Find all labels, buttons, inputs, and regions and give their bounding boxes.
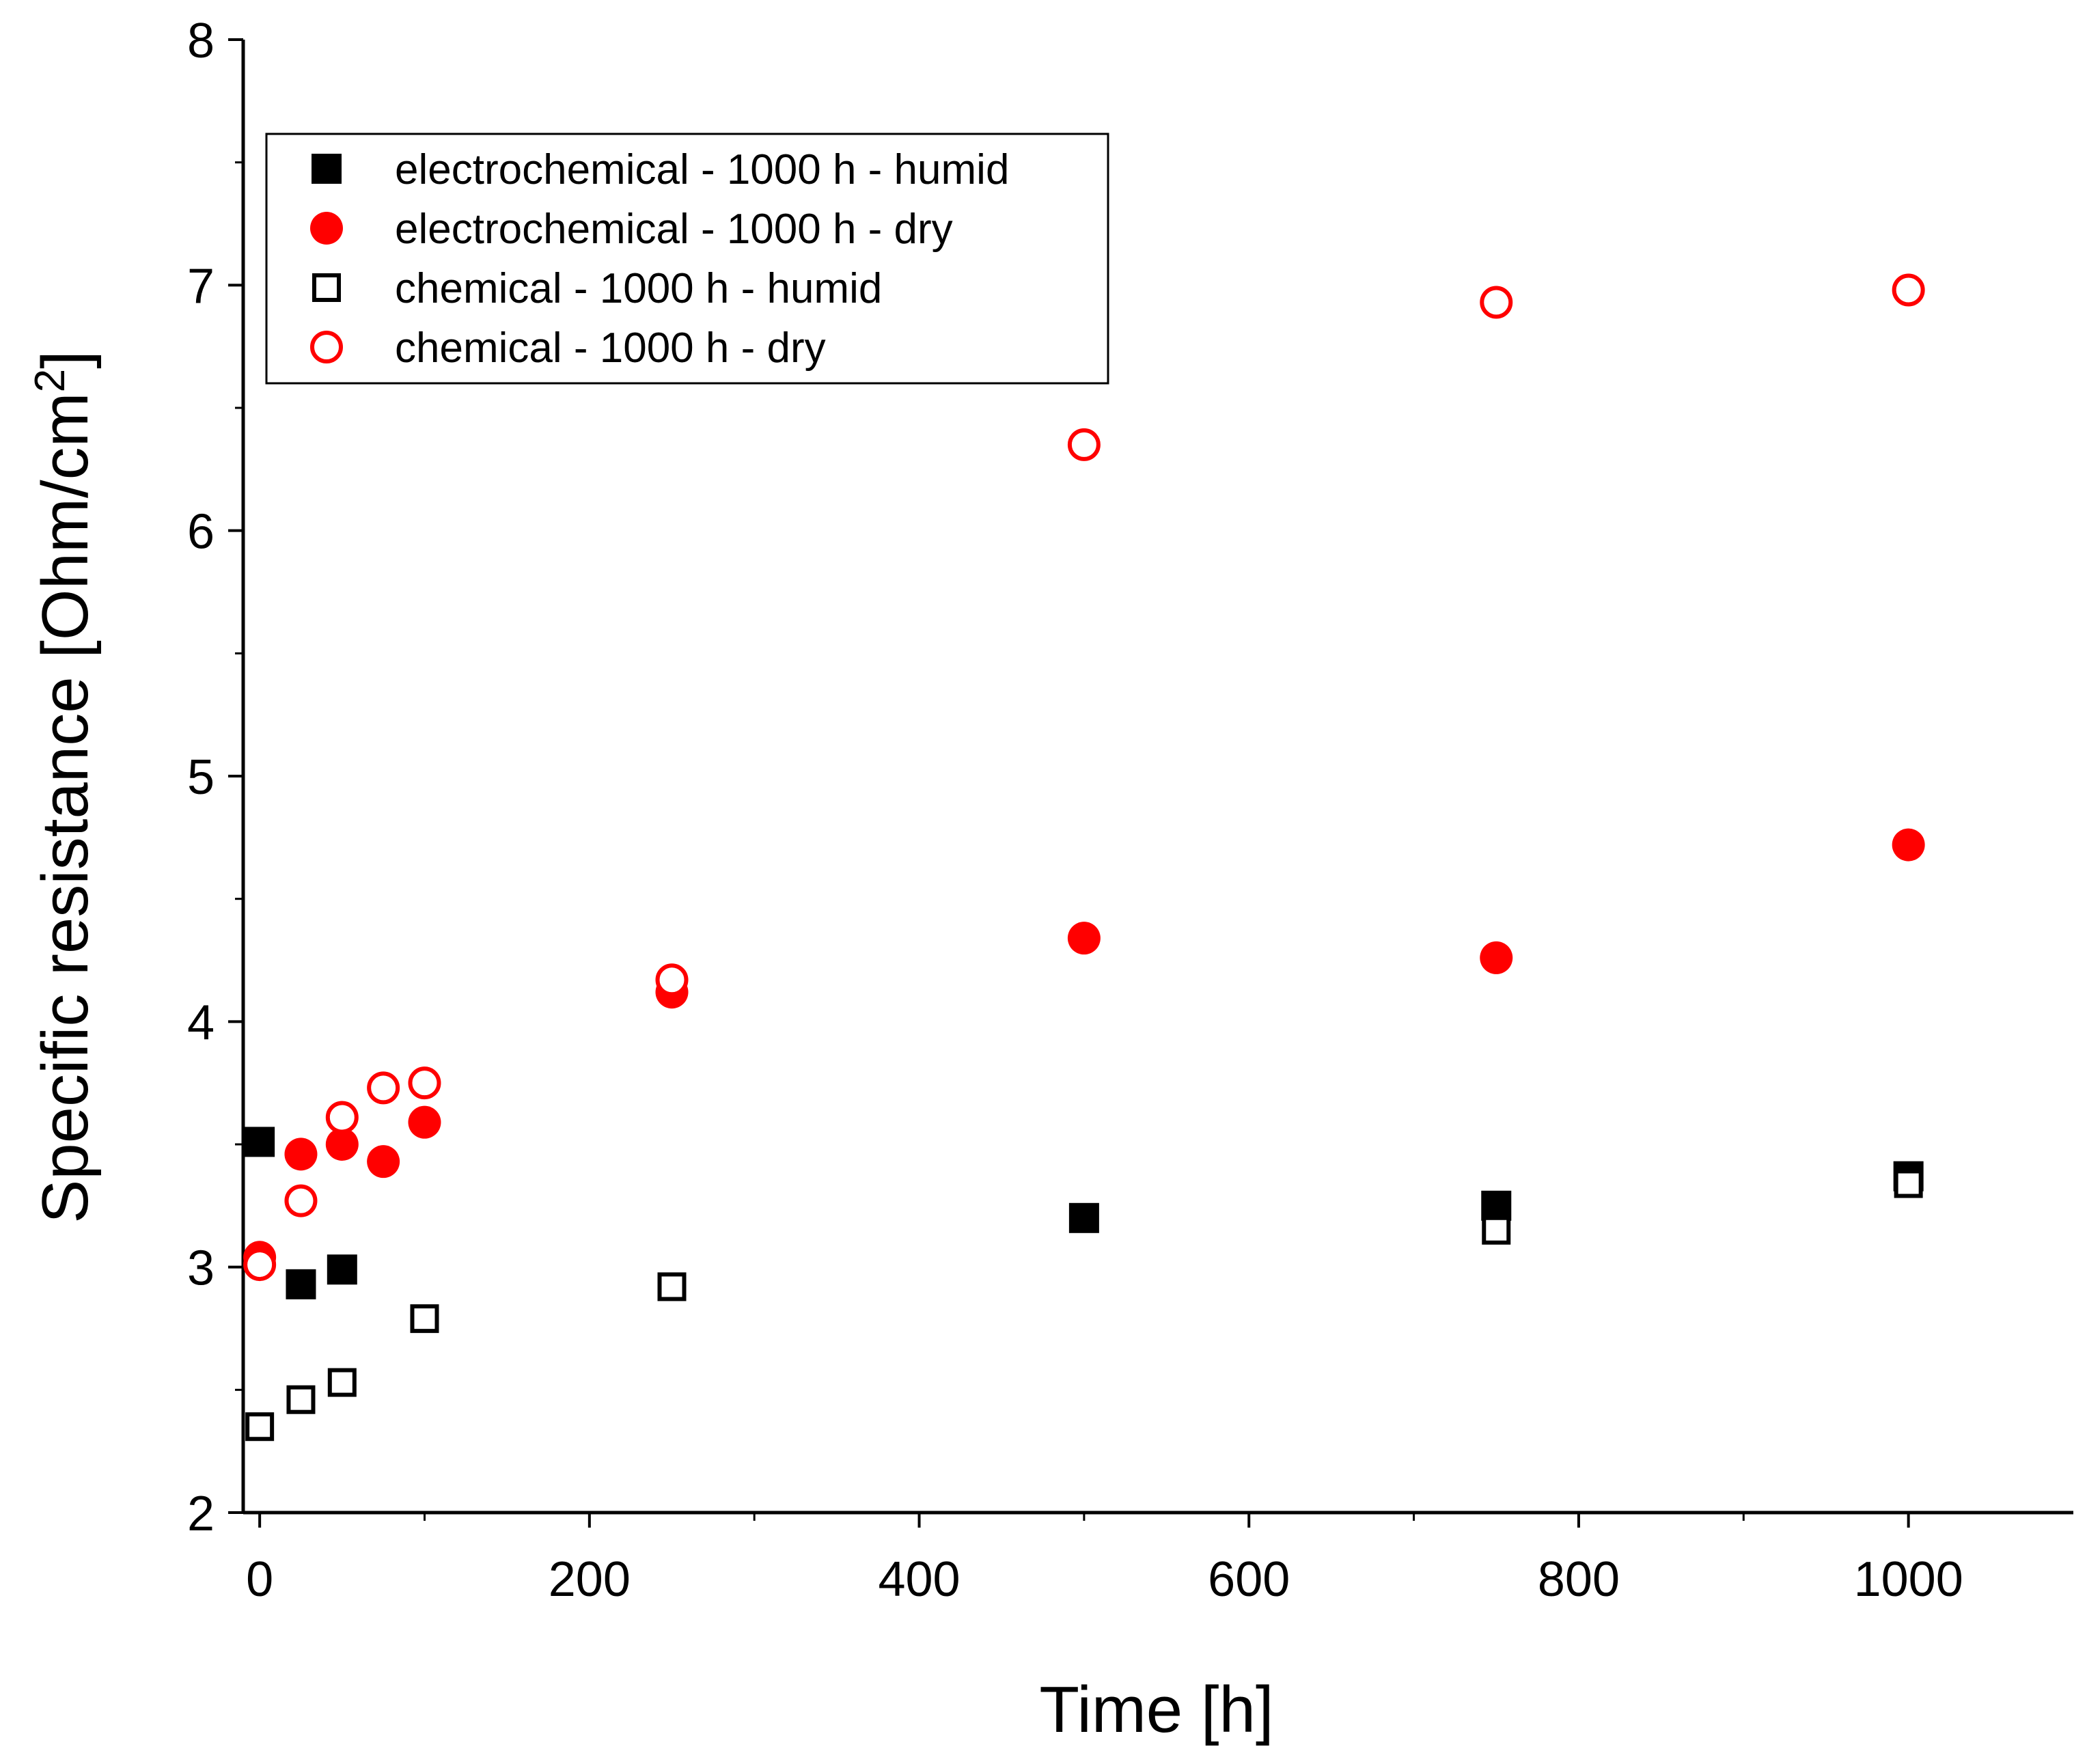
y-axis-title-main: Specific resistance [Ohm/cm	[29, 392, 102, 1223]
legend-marker	[310, 212, 343, 245]
axes: 0 200 400 600 800 1000 2 3 4 5 6 7 8	[187, 14, 2073, 1607]
legend-item: electrochemical - 1000 h - humid	[312, 146, 1009, 193]
data-point	[284, 1138, 318, 1171]
y-tick-label: 5	[187, 750, 215, 805]
legend-label: chemical - 1000 h - humid	[395, 265, 882, 312]
legend-item: chemical - 1000 h - humid	[312, 265, 882, 312]
x-tick-label: 800	[1538, 1552, 1620, 1607]
y-axis-title: Specific resistance [Ohm/cm2]	[27, 350, 102, 1224]
y-axis-ticks: 2 3 4 5 6 7 8	[187, 14, 243, 1541]
data-points	[243, 273, 1925, 1442]
x-tick-label: 200	[549, 1552, 631, 1607]
legend-box	[265, 133, 1109, 385]
data-point	[245, 1127, 275, 1157]
legend-items: electrochemical - 1000 h - humid electroc…	[310, 146, 1009, 372]
data-point	[1481, 1190, 1512, 1221]
data-point	[325, 1101, 359, 1134]
y-tick-label: 6	[187, 505, 215, 560]
data-point	[367, 1145, 400, 1179]
data-point	[410, 1304, 439, 1334]
y-tick-label: 2	[187, 1487, 215, 1541]
y-tick-label: 4	[187, 995, 215, 1050]
legend-marker	[312, 154, 342, 184]
y-tick-label: 8	[187, 14, 215, 68]
data-point	[327, 1254, 357, 1285]
data-point	[655, 963, 689, 997]
x-axis-ticks: 0 200 400 600 800 1000	[246, 1513, 1963, 1607]
y-tick-label: 7	[187, 259, 215, 314]
series-3	[245, 1169, 1923, 1442]
data-point	[245, 1412, 275, 1442]
data-point	[1482, 1215, 1511, 1245]
data-point	[1892, 273, 1925, 307]
legend: electrochemical - 1000 h - humid electroc…	[265, 133, 1109, 385]
data-point	[1480, 286, 1513, 319]
data-point	[325, 1128, 359, 1161]
y-axis-title-close: ]	[29, 350, 102, 369]
data-point	[243, 1248, 277, 1282]
data-point	[1067, 922, 1101, 955]
x-tick-label: 1000	[1854, 1552, 1963, 1607]
legend-marker	[310, 331, 343, 363]
y-tick-label: 3	[187, 1241, 215, 1296]
x-tick-label: 600	[1208, 1552, 1290, 1607]
data-point	[286, 1385, 316, 1414]
data-point	[408, 1066, 441, 1100]
data-point	[284, 1184, 318, 1217]
x-axis-title: Time [h]	[1039, 1673, 1273, 1746]
data-point	[1894, 1169, 1923, 1198]
data-point	[1892, 828, 1925, 862]
data-point	[367, 1071, 400, 1105]
x-tick-label: 400	[878, 1552, 960, 1607]
data-point	[408, 1105, 441, 1139]
legend-item: electrochemical - 1000 h - dry	[310, 206, 953, 253]
data-point	[327, 1368, 357, 1397]
legend-item: chemical - 1000 h - dry	[310, 325, 826, 372]
data-point	[1068, 1202, 1099, 1233]
series-4	[243, 273, 1925, 1282]
data-point	[1067, 428, 1101, 461]
legend-marker	[312, 273, 341, 302]
legend-label: electrochemical - 1000 h - humid	[395, 146, 1009, 193]
x-tick-label: 0	[246, 1552, 273, 1607]
y-axis-title-superscript: 2	[27, 369, 74, 392]
data-point	[1480, 941, 1513, 974]
data-point	[286, 1269, 316, 1299]
legend-label: electrochemical - 1000 h - dry	[395, 206, 953, 253]
data-point	[657, 1272, 687, 1301]
legend-label: chemical - 1000 h - dry	[395, 325, 826, 372]
